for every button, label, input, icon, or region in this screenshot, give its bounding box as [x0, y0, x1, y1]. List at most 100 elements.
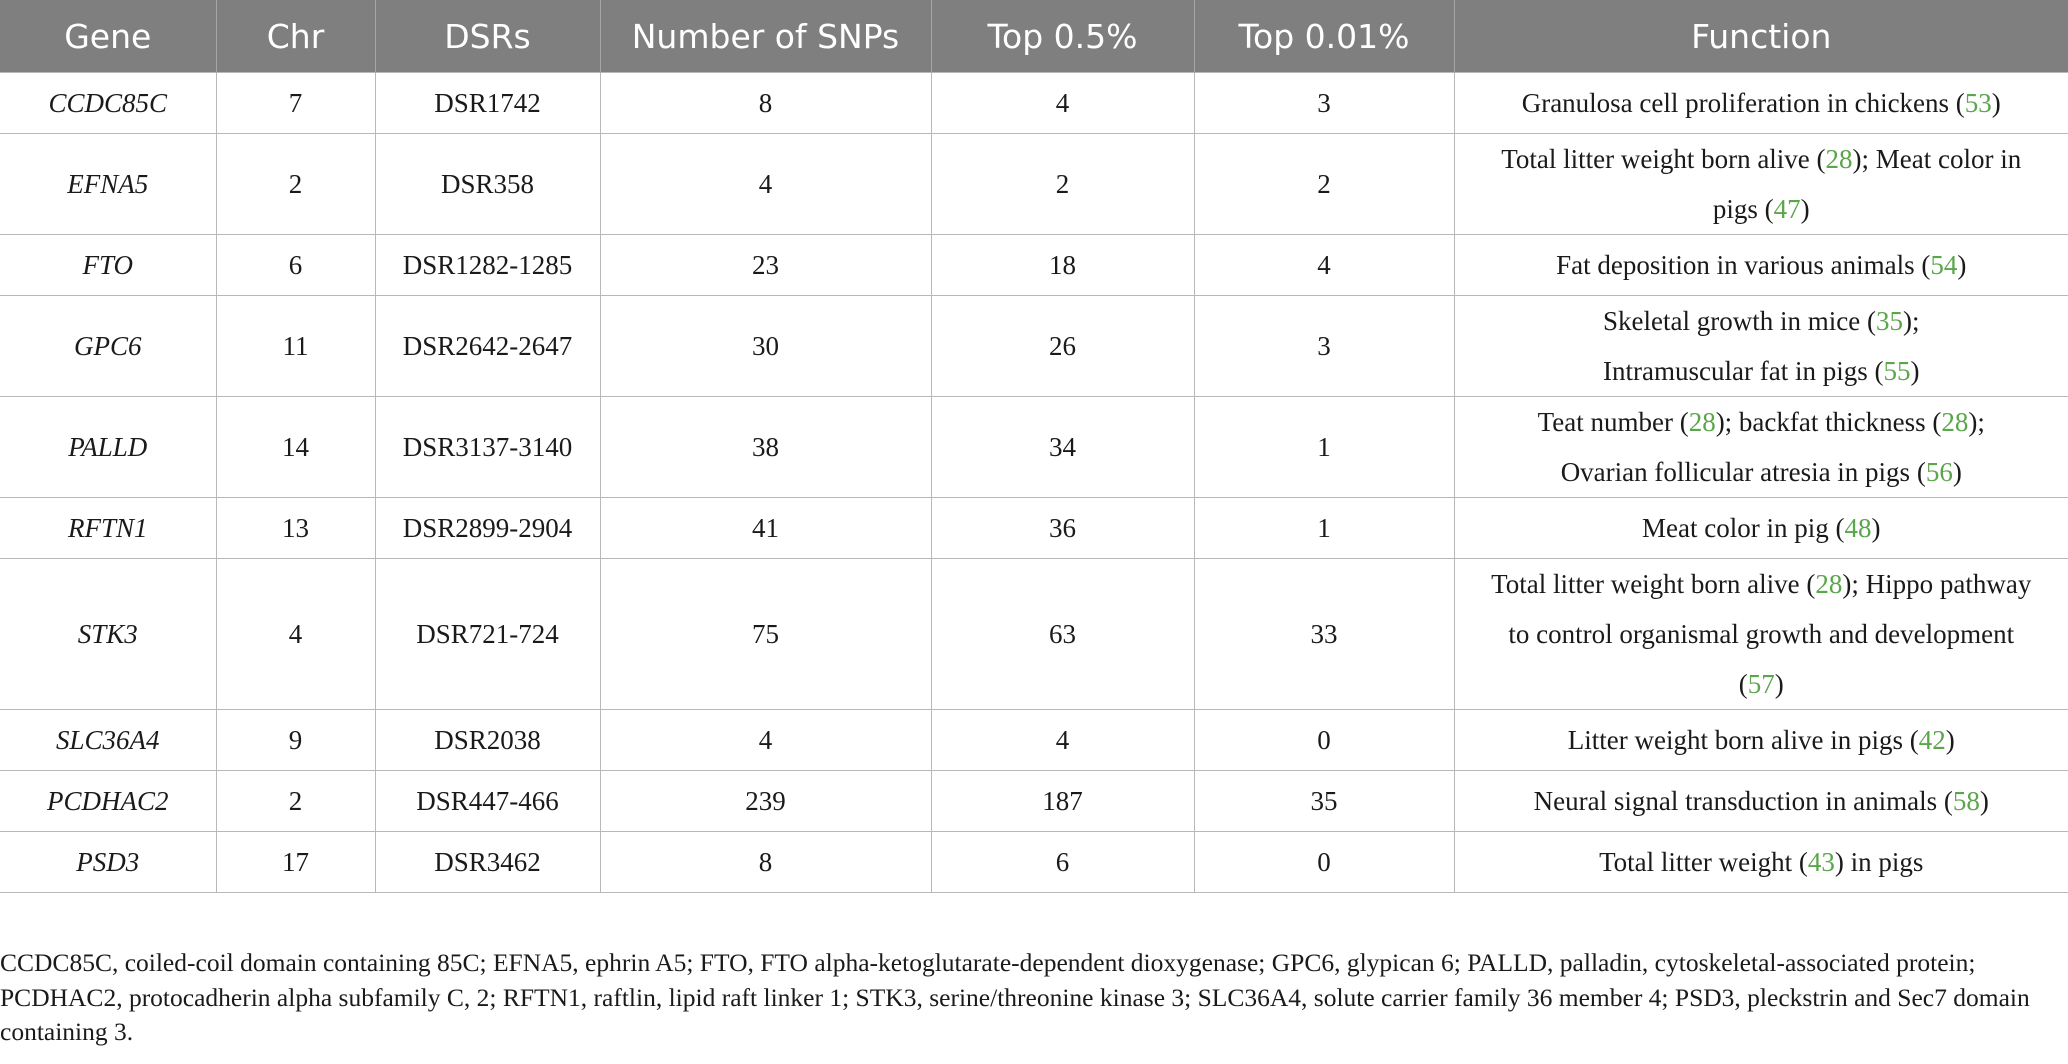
function-text: Total litter weight (	[1599, 847, 1808, 877]
reference-link[interactable]: 35	[1875, 306, 1903, 336]
reference-link[interactable]: 47	[1773, 194, 1801, 224]
reference-link[interactable]: 57	[1747, 669, 1775, 699]
function-text: );	[1968, 407, 1985, 437]
snps-cell: 4	[599, 133, 932, 235]
function-text: )	[1800, 194, 1810, 224]
reference-link[interactable]: 53	[1964, 88, 1992, 118]
function-text: )	[1991, 88, 2001, 118]
table-row: PSD3 17 DSR3462 8 6 0 Total litter weight (43)…	[0, 831, 2068, 893]
top-0-01-cell: 2	[1193, 133, 1455, 235]
chr-cell: 9	[215, 709, 376, 771]
table-row: SLC36A4 9 DSR2038 4 4 0 Litter weight born ali…	[0, 709, 2068, 771]
function-text: ); Meat color in	[1852, 144, 2022, 174]
reference-link[interactable]: 28	[1941, 407, 1969, 437]
function-cell: Total litter weight (43) in pigs	[1453, 831, 2068, 893]
gene-cell: PCDHAC2	[0, 770, 217, 832]
top-0-01-cell: 0	[1193, 831, 1455, 893]
table-row: PALLD 14 DSR3137-3140 38 34 1 Teat number (28)…	[0, 396, 2068, 498]
function-text: )	[1979, 786, 1989, 816]
function-cell: Granulosa cell proliferation in chickens…	[1453, 72, 2068, 134]
reference-link[interactable]: 28	[1815, 569, 1843, 599]
chr-cell: 17	[215, 831, 376, 893]
top-0-5-cell: 26	[930, 295, 1195, 397]
function-text: ); backfat thickness (	[1715, 407, 1942, 437]
reference-link[interactable]: 54	[1930, 250, 1958, 280]
function-cell: Total litter weight born alive (28); Hip…	[1453, 558, 2068, 710]
gene-cell: SLC36A4	[0, 709, 217, 771]
reference-link[interactable]: 43	[1807, 847, 1835, 877]
snps-cell: 8	[599, 72, 932, 134]
header-function: Function	[1453, 0, 2068, 73]
top-0-5-cell: 187	[930, 770, 1195, 832]
top-0-5-cell: 2	[930, 133, 1195, 235]
function-text: )	[1910, 356, 1920, 386]
table-row: EFNA5 2 DSR358 4 2 2 Total litter weight born …	[0, 133, 2068, 235]
table-row: PCDHAC2 2 DSR447-466 239 187 35 Neural signal …	[0, 770, 2068, 832]
top-0-01-cell: 4	[1193, 234, 1455, 296]
gene-cell: RFTN1	[0, 497, 217, 559]
table-row: GPC6 11 DSR2642-2647 30 26 3 Skeletal growth i…	[0, 295, 2068, 397]
top-0-01-cell: 3	[1193, 295, 1455, 397]
snps-cell: 41	[599, 497, 932, 559]
reference-link[interactable]: 48	[1844, 513, 1872, 543]
chr-cell: 2	[215, 133, 376, 235]
header-top-0-5: Top 0.5%	[930, 0, 1194, 73]
top-0-01-cell: 33	[1193, 558, 1455, 710]
function-text: )	[1957, 250, 1967, 280]
gene-table: Gene Chr DSRs Number of SNPs Top 0.5% To…	[0, 0, 2068, 893]
gene-cell: STK3	[0, 558, 217, 710]
dsrs-cell: DSR2642-2647	[374, 295, 601, 397]
reference-link[interactable]: 55	[1883, 356, 1911, 386]
top-0-5-cell: 34	[930, 396, 1195, 498]
dsrs-cell: DSR1742	[374, 72, 601, 134]
reference-link[interactable]: 56	[1925, 457, 1953, 487]
table-body: CCDC85C 7 DSR1742 8 4 3 Granulosa cell prolife…	[0, 72, 2068, 893]
function-text: )	[1871, 513, 1881, 543]
reference-link[interactable]: 42	[1918, 725, 1946, 755]
reference-link[interactable]: 58	[1952, 786, 1980, 816]
function-text: Meat color in pig (	[1642, 513, 1845, 543]
snps-cell: 239	[599, 770, 932, 832]
reference-link[interactable]: 28	[1688, 407, 1716, 437]
snps-cell: 4	[599, 709, 932, 771]
top-0-01-cell: 1	[1193, 396, 1455, 498]
header-top-0-01: Top 0.01%	[1193, 0, 1454, 73]
function-cell: Fat deposition in various animals (54)	[1453, 234, 2068, 296]
dsrs-cell: DSR2038	[374, 709, 601, 771]
chr-cell: 2	[215, 770, 376, 832]
function-text: Total litter weight born alive (	[1491, 569, 1816, 599]
dsrs-cell: DSR721-724	[374, 558, 601, 710]
table-footnote: CCDC85C, coiled-coil domain containing 8…	[0, 948, 2030, 1046]
top-0-01-cell: 1	[1193, 497, 1455, 559]
top-0-5-cell: 4	[930, 709, 1195, 771]
header-gene: Gene	[0, 0, 216, 73]
chr-cell: 4	[215, 558, 376, 710]
function-text: )	[1952, 457, 1962, 487]
function-text: Litter weight born alive in pigs (	[1567, 725, 1919, 755]
reference-link[interactable]: 28	[1825, 144, 1853, 174]
chr-cell: 13	[215, 497, 376, 559]
top-0-01-cell: 35	[1193, 770, 1455, 832]
gene-cell: PSD3	[0, 831, 217, 893]
function-text: );	[1902, 306, 1920, 336]
function-cell: Neural signal transduction in animals (5…	[1453, 770, 2068, 832]
function-cell: Meat color in pig (48)	[1453, 497, 2068, 559]
gene-cell: GPC6	[0, 295, 217, 397]
function-text: Granulosa cell proliferation in chickens…	[1521, 88, 1965, 118]
header-row: Gene Chr DSRs Number of SNPs Top 0.5% To…	[0, 0, 2068, 73]
function-cell: Total litter weight born alive (28); Mea…	[1453, 133, 2068, 235]
gene-cell: FTO	[0, 234, 217, 296]
dsrs-cell: DSR2899-2904	[374, 497, 601, 559]
snps-cell: 75	[599, 558, 932, 710]
chr-cell: 14	[215, 396, 376, 498]
function-text: Intramuscular fat in pigs (	[1603, 356, 1884, 386]
chr-cell: 7	[215, 72, 376, 134]
function-text: )	[1774, 669, 1784, 699]
top-0-5-cell: 63	[930, 558, 1195, 710]
table-row: FTO 6 DSR1282-1285 23 18 4 Fat deposition in v…	[0, 234, 2068, 296]
dsrs-cell: DSR1282-1285	[374, 234, 601, 296]
function-text: )	[1945, 725, 1955, 755]
table-row: STK3 4 DSR721-724 75 63 33 Total litter weight…	[0, 558, 2068, 710]
table-row: CCDC85C 7 DSR1742 8 4 3 Granulosa cell prolife…	[0, 72, 2068, 134]
